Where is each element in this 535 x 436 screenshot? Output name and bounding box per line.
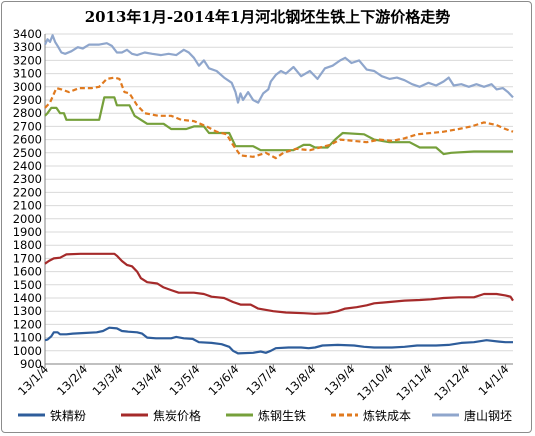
- legend-label: 唐山钢坯: [464, 408, 512, 423]
- x-tick-label: 14/1/4: [475, 362, 511, 398]
- x-tick-label: 13/4/4: [129, 362, 165, 398]
- y-tick-label: 1200: [13, 317, 42, 331]
- y-tick-label: 2900: [13, 93, 42, 107]
- y-tick-label: 1600: [13, 265, 42, 279]
- y-tick-label: 2100: [13, 199, 42, 213]
- y-tick-label: 3000: [13, 80, 42, 94]
- legend-label: 炼铁成本: [363, 408, 411, 423]
- y-tick-label: 2500: [13, 146, 42, 160]
- x-tick-label: 13/8/4: [282, 362, 318, 398]
- x-tick-label: 13/9/4: [322, 362, 358, 398]
- legend-item-0: 铁精粉: [18, 409, 86, 423]
- series-line-2: [44, 96, 513, 156]
- x-tick-label: 13/10/4: [354, 362, 395, 403]
- legend-label: 焦炭价格: [153, 408, 201, 423]
- legend-item-4: 唐山钢坯: [432, 408, 512, 423]
- y-tick-label: 3400: [13, 27, 42, 41]
- y-tick-label: 1400: [13, 291, 42, 305]
- y-tick-label: 3300: [13, 40, 42, 54]
- x-tick-label: 13/3/4: [89, 362, 125, 398]
- y-tick-label: 3200: [13, 53, 42, 67]
- legend-item-1: 焦炭价格: [121, 408, 201, 423]
- y-tick-label: 1500: [13, 278, 42, 292]
- legend-item-2: 炼钢生铁: [226, 408, 306, 423]
- x-tick-label: 13/5/4: [166, 362, 202, 398]
- x-tick-label: 13/2/4: [54, 362, 90, 398]
- legend-label: 炼钢生铁: [258, 408, 306, 423]
- y-tick-label: 1800: [13, 238, 42, 252]
- y-tick-label: 900: [20, 357, 42, 371]
- x-tick-label: 13/12/4: [431, 362, 472, 403]
- y-tick-label: 2000: [13, 212, 42, 226]
- y-tick-label: 2700: [13, 119, 42, 133]
- y-tick-label: 2800: [13, 106, 42, 120]
- x-tick-label: 13/6/4: [206, 362, 242, 398]
- x-tick-label: 13/11/4: [393, 362, 434, 403]
- y-tick-label: 1000: [13, 344, 42, 358]
- x-tick-label: 13/7/4: [243, 362, 279, 398]
- y-tick-label: 3100: [13, 67, 42, 81]
- legend-label: 铁精粉: [50, 409, 86, 423]
- y-tick-label: 2300: [13, 172, 42, 186]
- y-tick-label: 2600: [13, 133, 42, 147]
- series-line-4: [44, 34, 514, 104]
- chart-title: 2013年1月-2014年1月河北钢坯生铁上下游价格走势: [84, 8, 451, 26]
- series-line-0: [44, 326, 513, 355]
- y-tick-label: 1300: [13, 304, 42, 318]
- legend-item-3: 炼铁成本: [331, 408, 411, 423]
- series-line-3: [44, 76, 514, 160]
- y-tick-label: 2400: [13, 159, 42, 173]
- y-tick-label: 1900: [13, 225, 42, 239]
- y-tick-label: 1700: [13, 251, 42, 265]
- y-tick-label: 2200: [13, 185, 42, 199]
- series-line-1: [44, 252, 514, 315]
- y-tick-label: 1100: [13, 331, 42, 345]
